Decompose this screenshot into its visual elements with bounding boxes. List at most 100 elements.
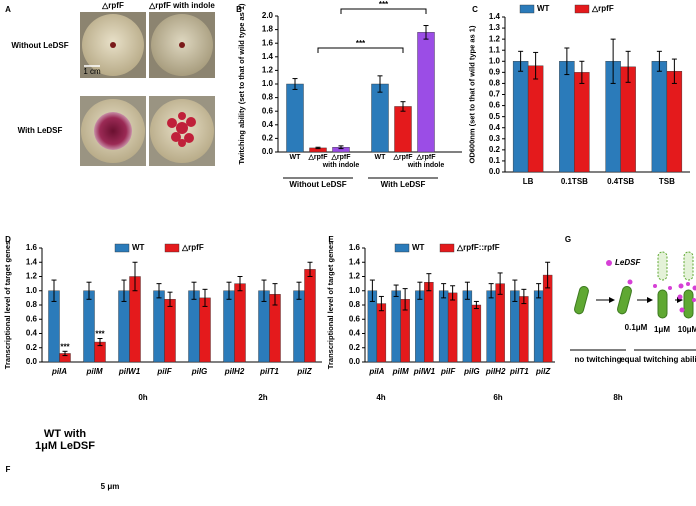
bar xyxy=(471,304,482,363)
concentration-label: 1μM xyxy=(654,325,670,334)
outcome-label: equal twitching ability xyxy=(620,355,696,364)
y-tick-label: 1.6 xyxy=(262,38,274,47)
outcome-label: no twitching xyxy=(574,355,621,364)
y-axis-label: Transcriptional level of target genes xyxy=(4,240,12,370)
error-bar xyxy=(426,273,432,292)
x-tick-label: WT xyxy=(289,154,301,161)
x-tick-label: pilM xyxy=(392,367,409,376)
bar xyxy=(447,292,458,363)
x-tick-label: △rpfF with indole xyxy=(322,154,360,169)
y-tick-label: 1.2 xyxy=(349,272,361,281)
error-bar xyxy=(488,283,494,299)
legend-label: △rpfF xyxy=(181,243,204,252)
bar xyxy=(376,303,387,363)
y-tick-label: 1.6 xyxy=(26,243,38,252)
error-bar xyxy=(521,288,527,305)
bar xyxy=(559,61,575,173)
y-axis-label-box: OD600nm (set to that of wild type as 1) xyxy=(468,26,476,164)
y-tick-label: 0.4 xyxy=(262,120,274,129)
panel-letter: B xyxy=(236,5,242,14)
y-tick-label: 1.4 xyxy=(26,257,38,266)
legend-label: LeDSF xyxy=(615,258,641,267)
y-tick-label: 1.4 xyxy=(349,257,361,266)
x-tick-label: pilA xyxy=(51,367,67,376)
y-tick-label: 0.8 xyxy=(262,93,274,102)
x-tick-label: 0.1TSB xyxy=(561,177,588,186)
y-tick-label: 1.8 xyxy=(262,25,274,34)
x-tick-label: pilZ xyxy=(296,367,312,376)
bar xyxy=(304,269,316,363)
y-tick-label: 1.0 xyxy=(26,286,38,295)
error-bar xyxy=(296,281,302,300)
panel-letter: F xyxy=(6,465,11,474)
column-label: △rpfF with indole xyxy=(148,1,215,10)
panel-letter: C xyxy=(472,5,478,14)
x-tick-label-box: △rpfF with indole xyxy=(322,154,360,169)
x-tick-label: pilG xyxy=(463,367,480,376)
y-tick-label: 0.2 xyxy=(489,145,501,154)
error-bar xyxy=(338,145,344,150)
error-bar xyxy=(226,281,232,300)
bar xyxy=(495,283,505,363)
bar xyxy=(286,83,304,153)
significance-bracket xyxy=(340,8,427,14)
error-bar xyxy=(402,288,408,311)
y-axis-label: Twitching ability (set to that of wild t… xyxy=(238,3,246,165)
error-bar xyxy=(272,283,278,306)
bar xyxy=(574,72,590,173)
annotation: *** xyxy=(379,0,389,9)
error-bar xyxy=(579,60,585,84)
y-tick-label: 1.3 xyxy=(489,23,501,32)
error-bar xyxy=(610,38,616,84)
x-tick-label: pilF xyxy=(156,367,172,376)
bar xyxy=(223,290,235,363)
error-bar xyxy=(97,337,103,347)
y-tick-label: 0.0 xyxy=(262,147,274,156)
y-tick-label: 2.0 xyxy=(262,11,274,20)
bar xyxy=(424,282,434,363)
time-label: 8h xyxy=(613,393,622,402)
panel-g-diagram xyxy=(570,251,696,351)
bar xyxy=(394,106,412,153)
error-bar xyxy=(417,281,423,300)
annotation: *** xyxy=(60,342,70,351)
x-tick-label: pilW1 xyxy=(118,367,141,376)
y-tick-label: 0.8 xyxy=(26,300,38,309)
y-tick-label: 1.0 xyxy=(489,56,501,65)
error-bar xyxy=(307,261,313,277)
annotation: *** xyxy=(356,39,366,48)
error-bar xyxy=(86,281,92,300)
bar xyxy=(438,290,449,363)
group-label: With LeDSF xyxy=(381,180,426,189)
time-label: 4h xyxy=(376,393,385,402)
y-tick-label: 0.3 xyxy=(489,134,501,143)
x-tick-label-box: △rpfF with indole xyxy=(408,154,445,169)
legend-label: △rpfF xyxy=(591,4,614,13)
error-bar xyxy=(450,285,456,301)
error-bar xyxy=(464,281,470,300)
y-tick-label: 0.8 xyxy=(349,300,361,309)
y-axis-label-box: Twitching ability (set to that of wild t… xyxy=(238,3,246,165)
panel-letter: G xyxy=(565,235,571,244)
y-tick-label: 0.1 xyxy=(489,156,501,165)
y-axis-label: Transcriptional level of target genes xyxy=(327,240,335,370)
x-tick-label: pilM xyxy=(86,367,103,376)
row-label: Without LeDSF xyxy=(11,41,68,50)
scale-bar-label: 1 cm xyxy=(83,67,101,76)
x-tick-label: pilT1 xyxy=(259,367,279,376)
panel-f-label-box: WT with 1μM LeDSF xyxy=(35,428,95,452)
error-bar xyxy=(261,279,267,302)
x-tick-label-box: WT xyxy=(375,154,386,161)
bar xyxy=(512,61,529,173)
y-tick-label: 1.1 xyxy=(489,45,501,54)
bar xyxy=(651,61,668,173)
legend-swatch xyxy=(394,243,410,253)
error-bar xyxy=(671,58,677,84)
error-bar xyxy=(237,276,243,292)
x-tick-label: TSB xyxy=(659,177,675,186)
bar xyxy=(533,290,544,363)
bar xyxy=(666,71,683,173)
x-tick-label: pilA xyxy=(368,367,384,376)
error-bar xyxy=(441,283,447,299)
